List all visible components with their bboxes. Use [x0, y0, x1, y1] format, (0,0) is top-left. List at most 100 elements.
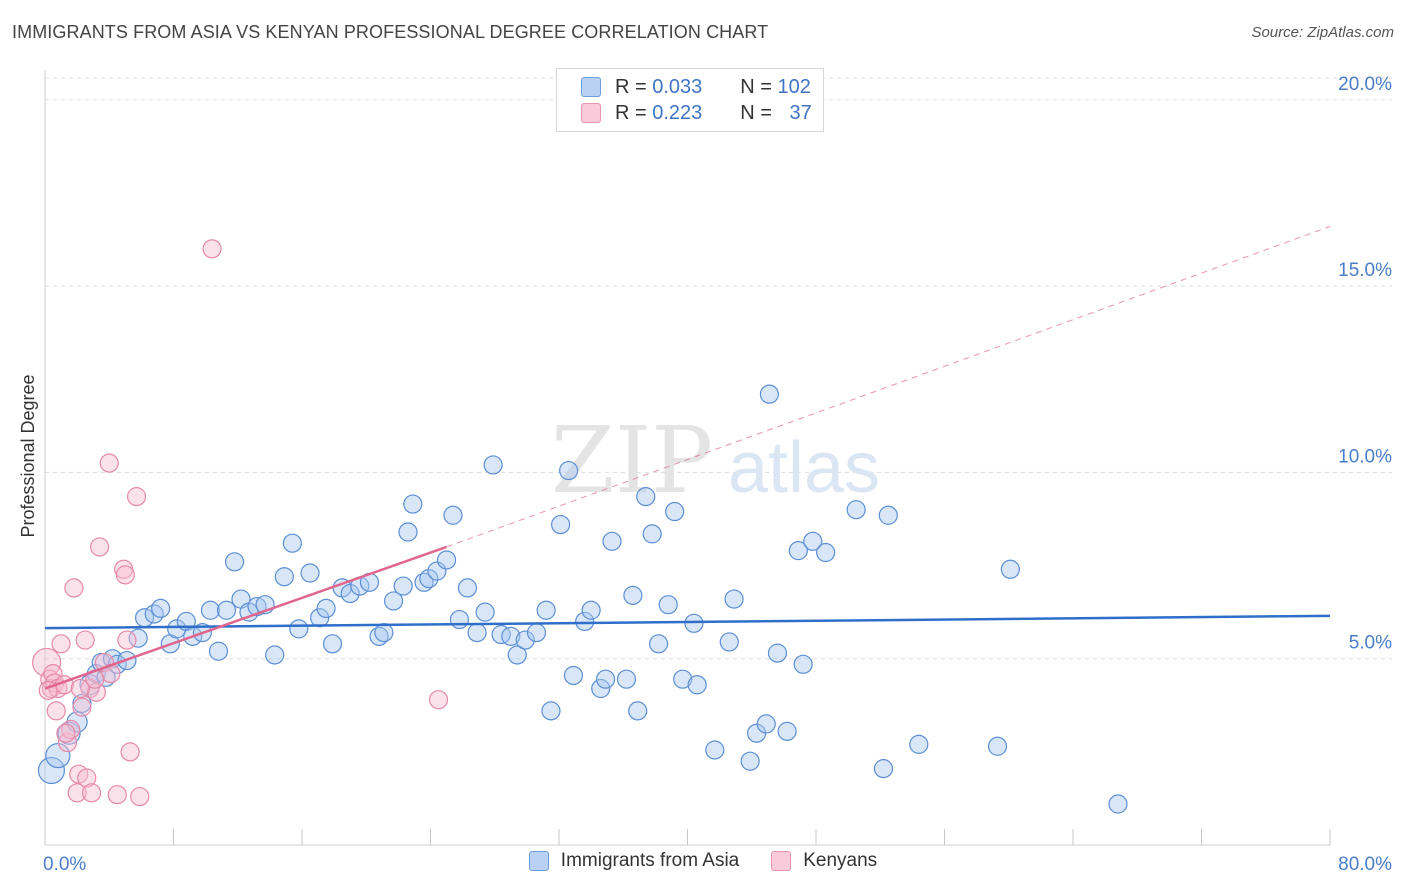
legend-item-asia[interactable]: Immigrants from Asia: [528, 850, 740, 872]
point-asia: [803, 531, 823, 551]
legend-item-kenyans[interactable]: Kenyans: [771, 850, 877, 872]
x-tick-label-max: 80.0%: [1338, 854, 1392, 875]
y-tick-label: 10.0%: [1338, 446, 1392, 467]
point-kenyans: [67, 783, 87, 803]
point-asia: [398, 522, 418, 542]
point-asia: [507, 645, 527, 665]
point-kenyans: [120, 742, 140, 762]
point-asia: [684, 613, 704, 633]
point-asia: [457, 578, 478, 598]
point-kenyans: [46, 701, 66, 721]
point-asia: [224, 552, 245, 572]
point-kenyans: [56, 723, 76, 743]
point-asia: [167, 619, 187, 639]
point-asia: [483, 455, 503, 475]
point-kenyans: [51, 634, 71, 654]
point-asia: [602, 531, 622, 551]
point-kenyans: [130, 786, 150, 807]
point-kenyans: [64, 578, 84, 598]
point-asia: [449, 609, 470, 630]
watermark-zip: ZIP: [551, 407, 713, 514]
point-asia: [793, 654, 813, 674]
point-asia: [316, 598, 336, 619]
point-asia: [289, 619, 309, 639]
point-asia: [265, 645, 285, 665]
point-asia: [767, 643, 788, 663]
point-kenyans: [90, 537, 110, 557]
legend-swatch-pink: [581, 103, 601, 123]
point-asia: [393, 576, 413, 596]
point-asia: [816, 542, 836, 563]
source-credit: Source: ZipAtlas.com: [1251, 24, 1394, 41]
point-kenyans: [32, 647, 62, 678]
point-asia: [724, 589, 744, 609]
point-kenyans: [202, 239, 222, 259]
trend-lines: [44, 226, 1331, 690]
point-asia: [403, 494, 423, 514]
point-asia: [581, 600, 601, 620]
point-asia: [878, 505, 898, 525]
point-asia: [419, 568, 439, 589]
legend-label-asia: Immigrants from Asia: [560, 850, 740, 871]
point-asia: [501, 626, 521, 646]
legend-n-value: 102: [777, 75, 811, 98]
point-asia: [909, 734, 929, 754]
y-tick-label: 15.0%: [1338, 260, 1392, 281]
point-asia: [665, 501, 685, 522]
point-asia: [719, 632, 739, 652]
point-kenyans: [428, 690, 449, 710]
series-legend: Immigrants from Asia Kenyans: [0, 850, 1406, 872]
point-asia: [705, 740, 725, 760]
point-asia: [759, 384, 780, 404]
point-asia: [777, 721, 797, 741]
point-asia: [642, 524, 662, 544]
legend-label-kenyans: Kenyans: [803, 850, 878, 871]
point-asia: [322, 634, 343, 654]
point-asia: [541, 701, 561, 721]
point-asia: [443, 505, 463, 525]
point-kenyans: [75, 630, 95, 650]
point-asia: [616, 669, 637, 689]
watermark: ZIP atlas: [551, 407, 880, 514]
point-asia: [515, 630, 535, 650]
point-asia: [340, 583, 360, 604]
point-asia: [374, 623, 394, 643]
y-axis-title: Professional Degree: [18, 374, 38, 537]
gridlines: [45, 77, 1392, 660]
point-kenyans: [72, 697, 92, 717]
point-kenyans: [77, 768, 97, 788]
axes: [44, 70, 1331, 846]
y-tick-label: 5.0%: [1349, 633, 1392, 654]
point-asia: [873, 759, 894, 779]
correlation-legend: R = 0.033 N = 102 R = 0.223 N = 37: [556, 68, 824, 132]
point-kenyans: [107, 785, 127, 805]
point-asia: [551, 514, 571, 535]
point-asia: [526, 623, 547, 643]
chart-title: IMMIGRANTS FROM ASIA VS KENYAN PROFESSIO…: [12, 22, 769, 42]
point-asia: [208, 641, 229, 661]
point-asia: [687, 675, 707, 695]
legend-n-label: N =: [740, 75, 772, 98]
y-tick-label: 20.0%: [1338, 74, 1392, 95]
point-asia: [536, 600, 556, 620]
point-kenyans: [81, 783, 102, 803]
point-asia: [200, 600, 221, 620]
point-asia: [45, 742, 71, 769]
legend-swatch-pink: [771, 851, 792, 871]
series-immigrants-from-asia: [37, 384, 1128, 814]
point-asia: [987, 736, 1008, 756]
x-tick-label-min: 0.0%: [43, 854, 86, 875]
point-asia: [623, 585, 643, 605]
point-asia: [756, 714, 776, 734]
point-asia: [1000, 559, 1020, 579]
trend-line-kenyans-extrapolated: [446, 226, 1331, 548]
point-asia: [591, 678, 611, 699]
legend-r-label: R =: [615, 101, 647, 124]
point-asia: [636, 487, 656, 507]
trend-line-kenyans: [44, 545, 447, 690]
point-asia: [788, 541, 808, 561]
point-asia: [436, 550, 457, 570]
point-asia: [740, 751, 760, 771]
point-asia: [282, 533, 302, 553]
